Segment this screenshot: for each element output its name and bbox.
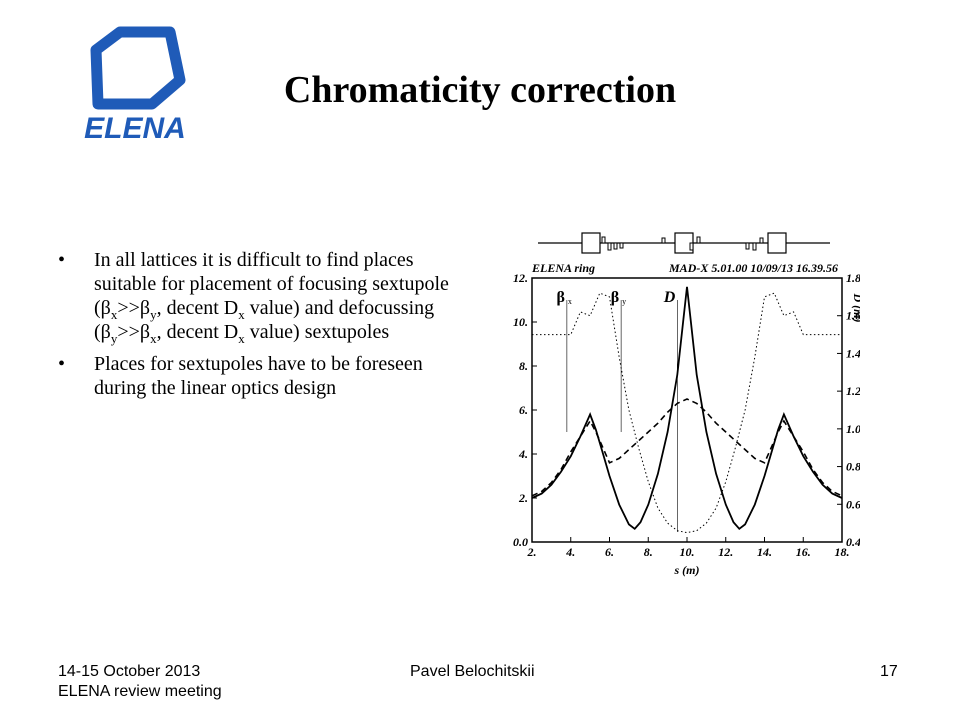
optics-chart: ELENA ring MAD-X 5.01.00 10/09/13 16.39.5… [513,232,860,577]
logo-text: ELENA [84,112,186,145]
series-line-dashed [531,398,843,497]
legend-sub: x [568,297,572,306]
chart-header-left: ELENA ring [531,261,595,275]
legend-sub: y [622,297,626,306]
legend-label: β [556,289,564,306]
x-axis-label: s (m) [674,563,700,577]
lattice-quadrupole [619,242,624,249]
y2-axis-label: D (m) [851,293,860,323]
lattice-quadrupole [745,242,750,250]
bullet-dot: • [58,249,66,271]
bullet-dot: • [58,353,66,375]
y-tick-label: 12. [513,271,528,285]
bullet-item: • In all lattices it is difficult to find… [58,249,449,346]
y2-tick-label: 0.4 [846,535,860,549]
y-tick-label: 0.0 [513,535,528,549]
y-tick-label: 8. [519,359,528,373]
x-tick-label: 10. [680,545,695,559]
elena-logo: ELENA [84,26,186,145]
lattice-quadrupole [661,237,666,244]
chart-header-right: MAD-X 5.01.00 10/09/13 16.39.56 [668,261,838,275]
lattice-quadrupole [759,237,764,244]
series-line-dotted [532,292,842,534]
y2-tick-label: 1.0 [846,422,860,436]
legend-label: β [611,289,619,306]
logo-hexagon [90,26,186,110]
y2-tick-label: 1.6 [846,309,860,323]
bullet-item: • Places for sextupoles have to be forese… [58,353,423,399]
y2-tick-label: 0.6 [846,497,860,511]
x-tick-label: 6. [605,545,614,559]
bullet-list: • In all lattices it is difficult to find… [58,248,478,408]
lattice-quadrupole [689,242,694,251]
lattice-dipole [581,232,601,254]
lattice-quadrupole [601,236,606,244]
x-tick-label: 8. [644,545,653,559]
y2-tick-label: 0.8 [846,460,860,474]
footer-author: Pavel Belochitskii [410,663,535,680]
y-tick-label: 2. [518,491,528,505]
page-number: 17 [880,663,898,680]
x-tick-label: 18. [835,545,850,559]
x-tick-label: 4. [565,545,575,559]
y-tick-label: 6. [519,403,528,417]
series-line-solid [531,286,843,531]
y2-tick-label: 1.2 [846,384,860,398]
slide-title: Chromaticity correction [283,69,677,111]
lattice-quadrupole [696,236,701,244]
lattice-dipole [767,232,787,254]
x-tick-label: 12. [718,545,733,559]
y2-tick-label: 1.8 [846,271,860,285]
y-tick-label: 4. [518,447,528,461]
y-tick-label: 10. [513,315,528,329]
lattice-quadrupole [607,242,612,251]
legend-label: D [663,289,676,306]
x-tick-label: 16. [796,545,811,559]
x-tick-label: 14. [757,545,772,559]
lattice-quadrupole [752,242,757,251]
lattice-quadrupole [613,242,618,250]
footer-event: ELENA review meeting [58,683,222,700]
x-tick-label: 2. [527,545,537,559]
y2-tick-label: 1.4 [846,346,860,360]
footer-date: 14-15 October 2013 [58,663,201,680]
footer-left: 14-15 October 2013 ELENA review meeting [58,662,222,702]
